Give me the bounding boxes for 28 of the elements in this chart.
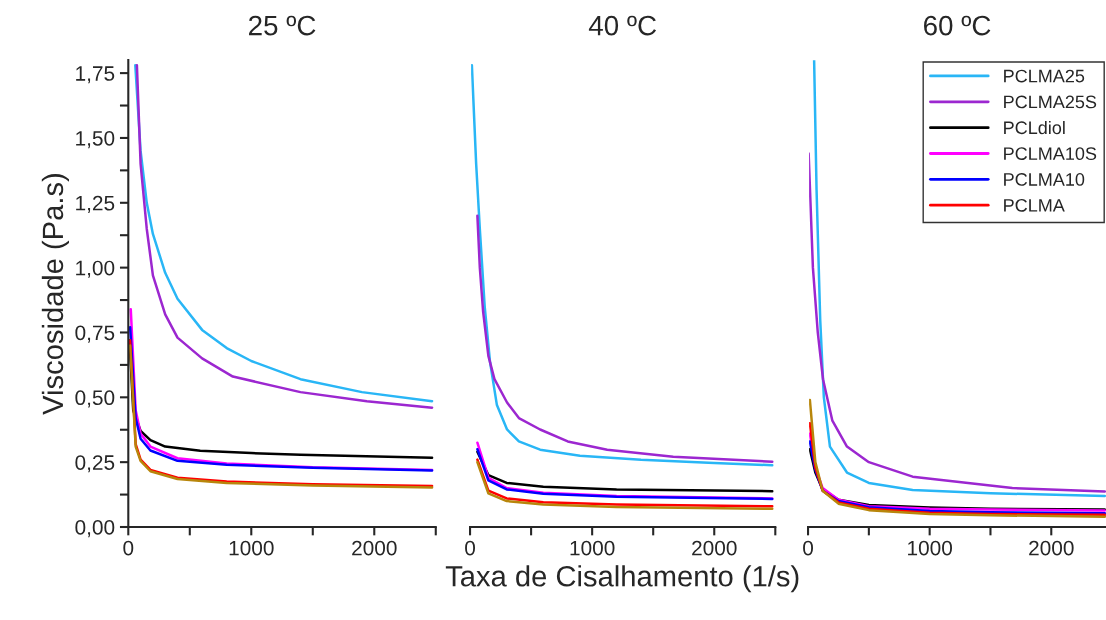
y-tick-label: 1,00 bbox=[76, 260, 115, 278]
y-tick-label: 1,50 bbox=[76, 130, 115, 149]
legend-label: PCLMA10 bbox=[1004, 173, 1085, 186]
legend-label: PCLMA25 bbox=[1004, 69, 1085, 83]
x-axis-title: Taxa de Cisalhamento (1/s) bbox=[445, 565, 799, 593]
legend-label: PCLdiol bbox=[1004, 120, 1065, 135]
x-tick-label: 2000 bbox=[1029, 540, 1074, 556]
y-tick-label: 0,00 bbox=[75, 520, 115, 538]
y-tick-label: 0,25 bbox=[75, 455, 115, 473]
y-tick-label: 0,50 bbox=[75, 390, 115, 408]
legend-label: PCLMA bbox=[1004, 198, 1065, 212]
legend-label: PCLMA10S bbox=[1004, 147, 1097, 161]
x-tick-label: 2000 bbox=[692, 540, 737, 556]
chart-title: 60 ºC bbox=[924, 15, 991, 36]
x-tick-label: 0 bbox=[123, 540, 134, 556]
y-tick-label: 1,25 bbox=[76, 195, 115, 214]
x-tick-label: 1000 bbox=[570, 540, 615, 556]
y-tick-label: 0,75 bbox=[75, 325, 115, 343]
x-tick-label: 2000 bbox=[352, 540, 397, 556]
chart-title: 40 ºC bbox=[588, 15, 657, 36]
legend-label: PCLMA25S bbox=[1004, 95, 1097, 109]
x-tick-label: 0 bbox=[803, 540, 814, 556]
x-tick-label: 1000 bbox=[908, 540, 953, 556]
y-tick-label: 1,75 bbox=[76, 66, 115, 84]
x-tick-label: 0 bbox=[465, 540, 476, 556]
y-axis-title: Viscosidade (Pa.s) bbox=[41, 174, 69, 415]
x-tick-label: 1000 bbox=[229, 540, 274, 556]
chart-title: 25 ºC bbox=[249, 15, 316, 36]
